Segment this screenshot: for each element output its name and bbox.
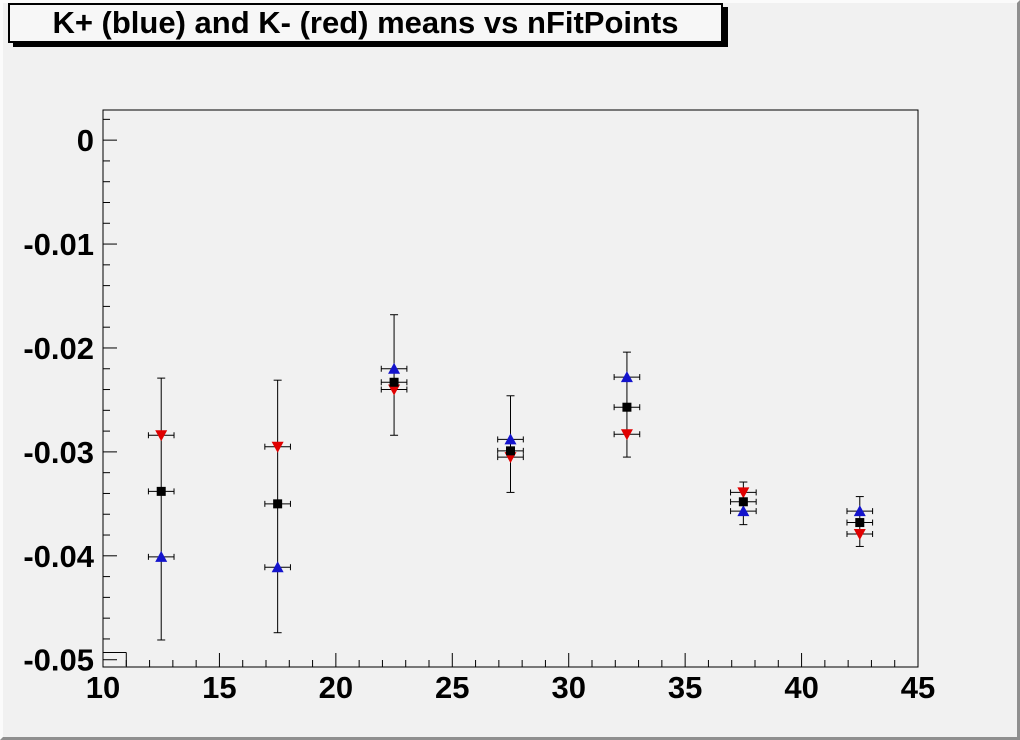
marker-kplus-triangle-up bbox=[853, 505, 866, 517]
marker-kminus-triangle-down bbox=[620, 429, 633, 441]
y-tick-label: -0.02 bbox=[23, 331, 94, 366]
marker-kminus-triangle-down bbox=[853, 528, 866, 540]
x-tick-label: 10 bbox=[86, 670, 120, 705]
marker-black-square bbox=[622, 402, 632, 412]
marker-kminus-triangle-down bbox=[737, 487, 750, 499]
marker-kplus-triangle-up bbox=[271, 561, 284, 573]
marker-black-square bbox=[738, 497, 748, 507]
y-tick-label: -0.04 bbox=[23, 539, 94, 574]
marker-black-square bbox=[506, 446, 515, 456]
marker-black-square bbox=[273, 499, 283, 509]
marker-kplus-triangle-up bbox=[737, 505, 750, 517]
x-tick-label: 30 bbox=[551, 670, 585, 705]
marker-black-square bbox=[156, 486, 166, 496]
x-tick-label: 35 bbox=[668, 670, 702, 705]
marker-black-square bbox=[855, 518, 865, 528]
x-tick-label: 40 bbox=[784, 670, 818, 705]
y-tick-label: -0.05 bbox=[23, 643, 94, 678]
title-box: K+ (blue) and K- (red) means vs nFitPoin… bbox=[8, 3, 723, 43]
marker-kplus-triangle-up bbox=[620, 371, 633, 383]
marker-black-square bbox=[389, 377, 399, 387]
y-tick-label: -0.03 bbox=[23, 435, 94, 470]
marker-kminus-triangle-down bbox=[271, 441, 284, 453]
marker-kminus-triangle-down bbox=[388, 384, 401, 396]
plot-frame bbox=[102, 109, 919, 668]
chart-title: K+ (blue) and K- (red) means vs nFitPoin… bbox=[52, 5, 679, 40]
marker-kplus-triangle-up bbox=[155, 550, 168, 562]
y-tick-label: 0 bbox=[77, 123, 94, 158]
marker-kminus-triangle-down bbox=[155, 430, 168, 442]
y-tick-label: -0.01 bbox=[23, 227, 94, 262]
marker-kplus-triangle-up bbox=[388, 362, 401, 374]
marker-kplus-triangle-up bbox=[504, 433, 517, 445]
x-tick-label: 25 bbox=[435, 670, 469, 705]
x-tick-label: 15 bbox=[202, 670, 236, 705]
x-tick-label: 45 bbox=[901, 670, 935, 705]
x-tick-label: 20 bbox=[319, 670, 353, 705]
